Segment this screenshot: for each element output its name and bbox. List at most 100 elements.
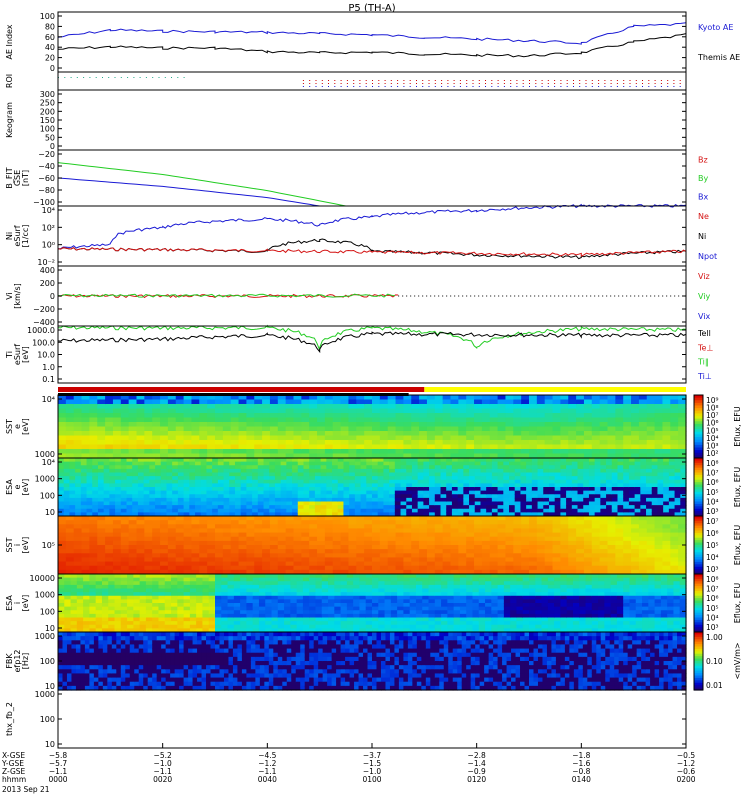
spectrogram-cell — [246, 528, 255, 534]
spectrogram-cell — [458, 404, 467, 410]
spectrogram-cell — [199, 395, 208, 401]
spectrogram-cell — [212, 476, 219, 481]
spectrogram-cell — [223, 512, 230, 517]
spectrogram-cell — [328, 624, 335, 629]
spectrogram-cell — [172, 512, 179, 517]
spectrogram-cell — [292, 476, 299, 481]
spectrogram-cell — [246, 532, 255, 538]
spectrogram-cell — [152, 574, 160, 579]
spectrogram-cell — [97, 508, 105, 513]
spectrogram-cell — [285, 549, 295, 554]
spectrogram-cell — [58, 453, 67, 459]
spectrogram-cell — [474, 431, 483, 437]
spectrogram-cell — [326, 472, 333, 477]
spectrogram-cell — [552, 395, 561, 401]
spectrogram-cell — [440, 501, 447, 506]
spectrogram-cell — [583, 497, 590, 503]
spectrogram-cell — [403, 613, 411, 619]
spectrogram-cell — [133, 610, 141, 615]
spectrogram-cell — [680, 479, 687, 484]
spectrogram-cell — [175, 545, 185, 550]
spectrogram-cell — [372, 479, 379, 484]
spectrogram-cell — [415, 577, 423, 582]
spectrogram-cell — [240, 458, 247, 463]
spectrogram-cell — [670, 536, 679, 542]
spectrogram-cell — [480, 505, 487, 510]
spectrogram-cell — [269, 453, 279, 459]
spectrogram-cell — [309, 574, 317, 579]
spectrogram-cell — [378, 592, 386, 597]
spectrogram-cell — [191, 440, 200, 446]
spectrogram-cell — [92, 461, 99, 466]
spectrogram-cell — [646, 413, 656, 419]
spectrogram-cell — [76, 610, 84, 615]
spectrogram-cell — [497, 461, 504, 466]
spectrogram-cell — [394, 468, 402, 474]
spectrogram-cell — [285, 532, 295, 538]
spectrogram-cell — [638, 395, 648, 401]
spectrogram-cell — [411, 395, 420, 401]
spectrogram-cell — [223, 465, 230, 470]
spectrogram-cell — [58, 621, 65, 626]
spectrogram-cell — [552, 422, 561, 428]
spectrogram-cell — [189, 617, 197, 622]
spectrogram-cell — [340, 417, 350, 423]
spectrogram-cell — [560, 435, 569, 441]
spectrogram-cell — [442, 399, 452, 405]
spectrogram-cell — [321, 624, 329, 629]
spectrogram-cell — [623, 508, 630, 513]
spectrogram-cell — [271, 617, 279, 622]
spectrogram-cell — [132, 465, 139, 470]
spectrogram-cell — [434, 606, 442, 611]
spectrogram-cell — [366, 461, 373, 466]
spectrogram-cell — [183, 610, 191, 615]
spectrogram-cell — [145, 574, 153, 579]
spectrogram-cell — [97, 426, 106, 432]
spectrogram-cell — [343, 468, 350, 474]
spectrogram-cell — [466, 549, 475, 554]
spectrogram-cell — [599, 524, 609, 530]
spectrogram-cell — [155, 458, 162, 463]
spectrogram-cell — [359, 624, 367, 629]
spectrogram-cell — [548, 494, 556, 499]
spectrogram-cell — [145, 621, 153, 626]
spectrogram-cell — [89, 592, 97, 597]
spectrogram-cell — [481, 536, 491, 542]
spectrogram-cell — [568, 549, 577, 554]
spectrogram-cell — [208, 599, 216, 604]
spectrogram-cell — [505, 549, 514, 554]
spectrogram-cell — [303, 472, 310, 477]
spectrogram-cell — [505, 426, 514, 432]
spectrogram-cell — [607, 449, 616, 455]
spectrogram-cell — [356, 561, 365, 567]
spectrogram-cell — [120, 468, 128, 474]
spectrogram-cell — [505, 520, 514, 525]
spectrogram-cell — [497, 483, 504, 488]
spectrogram-cell — [277, 584, 285, 590]
spectrogram-cell — [83, 603, 90, 608]
spectrogram-cell — [599, 417, 609, 423]
spectrogram-cell — [403, 603, 411, 608]
spectrogram-cell — [265, 581, 273, 586]
spectrogram-cell — [314, 472, 322, 477]
spectrogram-cell — [277, 431, 287, 437]
spectrogram-cell — [315, 595, 323, 600]
spectrogram-cell — [417, 472, 424, 477]
spectrogram-cell — [126, 461, 133, 466]
spectrogram-cell — [274, 468, 282, 474]
spectrogram-cell — [89, 536, 98, 542]
spectrogram-cell — [513, 417, 522, 423]
spectrogram-cell — [112, 453, 122, 459]
spectrogram-cell — [497, 422, 507, 428]
spectrogram-cell — [97, 569, 106, 575]
spectrogram-cell — [280, 458, 287, 463]
spectrogram-cell — [426, 561, 436, 567]
spectrogram-cell — [145, 592, 153, 597]
spectrogram-cell — [269, 395, 279, 401]
spectrogram-cell — [606, 487, 613, 492]
spectrogram-cell — [457, 497, 464, 503]
spectrogram-cell — [623, 487, 630, 492]
spectrogram-cell — [583, 494, 590, 499]
spectrogram-cell — [588, 468, 596, 474]
spectrogram-cell — [271, 628, 279, 633]
